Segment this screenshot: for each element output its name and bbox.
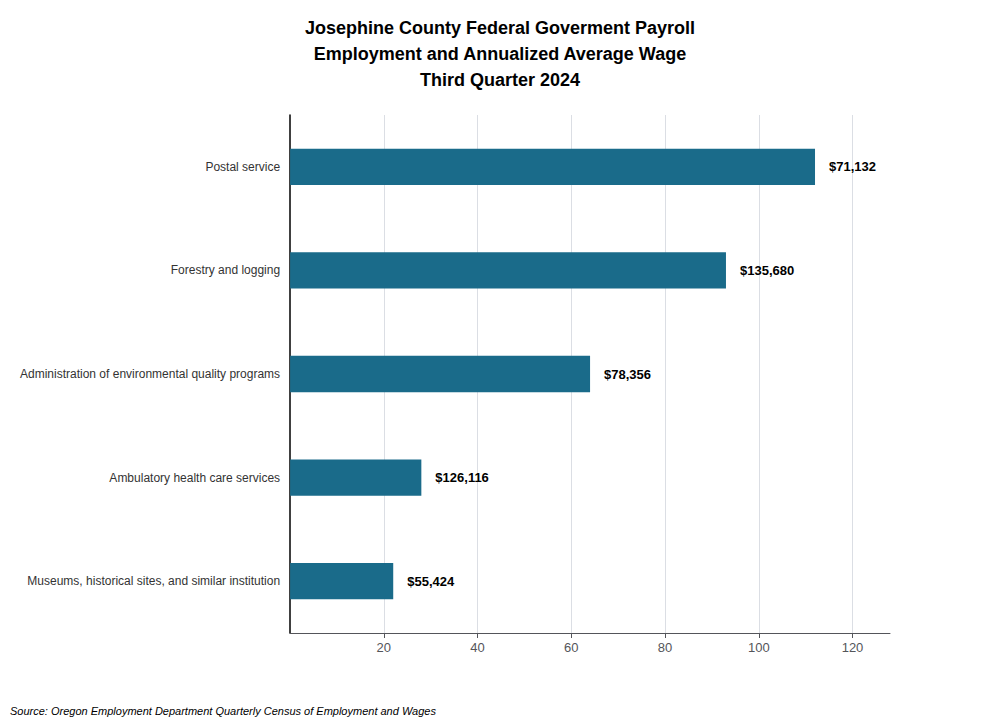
svg-text:$55,424: $55,424 <box>407 574 455 589</box>
svg-text:Employment and Annualized Aver: Employment and Annualized Average Wage <box>314 44 686 64</box>
svg-text:Museums, historical sites, and: Museums, historical sites, and similar i… <box>27 574 280 588</box>
svg-text:Third Quarter 2024: Third Quarter 2024 <box>420 70 580 90</box>
svg-text:$71,132: $71,132 <box>829 159 876 174</box>
svg-text:20: 20 <box>377 640 391 655</box>
svg-text:Forestry and logging: Forestry and logging <box>171 263 280 277</box>
svg-text:Administration of environmenta: Administration of environmental quality … <box>20 367 280 381</box>
svg-text:Source: Oregon Employment Depa: Source: Oregon Employment Department Qua… <box>10 705 436 717</box>
svg-text:Postal service: Postal service <box>205 160 280 174</box>
svg-text:$135,680: $135,680 <box>740 263 794 278</box>
svg-text:60: 60 <box>564 640 578 655</box>
svg-text:$78,356: $78,356 <box>604 367 651 382</box>
svg-text:Josephine County Federal Gover: Josephine County Federal Goverment Payro… <box>305 18 695 38</box>
svg-text:80: 80 <box>658 640 672 655</box>
svg-text:Ambulatory health care service: Ambulatory health care services <box>109 471 280 485</box>
svg-text:$126,116: $126,116 <box>435 470 489 485</box>
svg-text:40: 40 <box>470 640 484 655</box>
svg-text:120: 120 <box>842 640 864 655</box>
svg-text:100: 100 <box>748 640 770 655</box>
